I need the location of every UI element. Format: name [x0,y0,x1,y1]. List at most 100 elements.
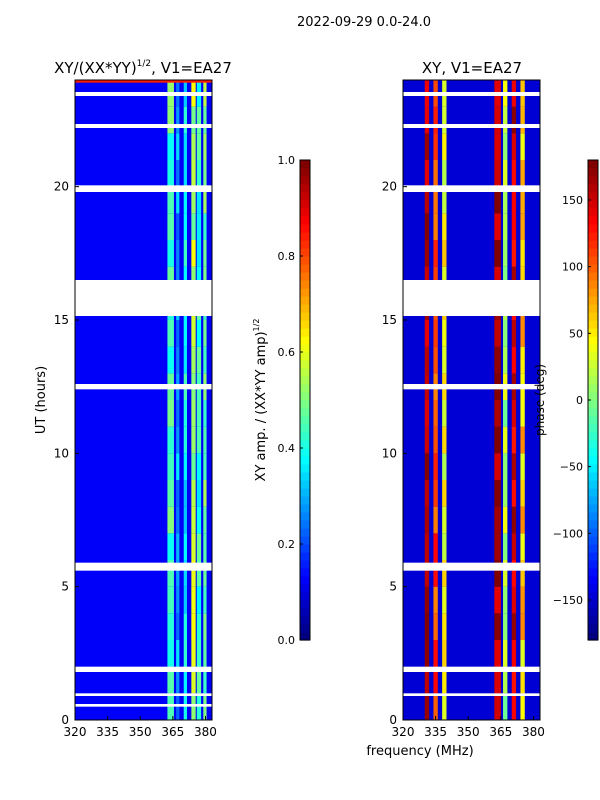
freq-band-cell [442,213,447,240]
freq-band-cell [520,186,525,214]
colorbar-tick-label: 0 [576,394,583,407]
freq-band-cell [183,240,187,267]
colorbar-step [588,432,598,441]
freq-band-cell [183,560,187,587]
freq-band-cell [167,213,174,240]
colorbar-step [588,464,598,473]
freq-band-cell [183,613,187,640]
colorbar-step [300,568,310,577]
freq-band-cell [424,133,430,160]
freq-band-cell [433,346,438,374]
freq-band-cell [433,533,438,560]
freq-band-cell [167,560,174,587]
freq-band-cell [433,693,438,720]
phase-panel-title: XY, V1=EA27 [422,59,522,77]
freq-band-cell [520,213,525,240]
freq-band-cell [520,560,525,587]
freq-band-cell [520,693,525,720]
x-tick-label: 365 [489,725,512,739]
freq-band-cell [191,613,196,640]
colorbar-step [300,584,310,593]
freq-band-cell [183,186,187,214]
freq-band-cell [442,133,447,160]
colorbar-step [588,536,598,545]
freq-band-cell [442,106,447,134]
freq-band-cell [503,560,508,587]
freq-band-cell [183,213,187,240]
freq-band-cell [167,586,174,614]
colorbar-step [300,536,310,545]
freq-band-cell [183,453,187,480]
colorbar-step [300,392,310,401]
freq-band-cell [511,400,517,427]
freq-band-cell [183,533,187,560]
freq-band-cell [176,613,180,640]
freq-band-cell [176,213,180,240]
freq-band-cell [191,533,196,560]
colorbar-step [300,360,310,369]
x-tick-label: 320 [64,725,87,739]
freq-band-cell [191,186,196,214]
freq-band-cell [183,346,187,374]
flagged-gap [75,185,212,192]
freq-band-cell [176,400,180,427]
freq-band-cell [196,213,202,240]
freq-band-cell [494,106,501,134]
freq-band-cell [196,346,202,374]
colorbar-tick-label: 50 [569,327,583,340]
colorbar-step [588,272,598,281]
freq-band-cell [183,480,187,507]
colorbar-step [588,616,598,625]
freq-band-cell [433,160,438,187]
freq-band-cell [520,480,525,507]
flagged-gap [403,384,540,390]
colorbar-tick-label: 1.0 [278,154,296,167]
freq-band-cell [424,240,430,267]
freq-band-cell [511,240,517,267]
freq-band-cell [203,346,207,374]
colorbar-step [300,192,310,201]
figure-suptitle: 2022-09-29 0.0-24.0 [297,15,431,30]
freq-band-cell [520,666,525,694]
freq-band-cell [503,346,508,374]
freq-band-cell [183,506,187,534]
freq-band-cell [494,426,501,454]
freq-band-cell [167,640,174,667]
colorbar-step [300,288,310,297]
colorbar-step [588,232,598,241]
freq-band-cell [191,480,196,507]
freq-band-cell [503,533,508,560]
colorbar-step [588,576,598,585]
freq-band-cell [511,586,517,614]
freq-band-cell [196,160,202,187]
colorbar-step [300,280,310,289]
colorbar-step [300,376,310,385]
freq-band-cell [520,533,525,560]
freq-band-cell [442,453,447,480]
colorbar-step [300,200,310,209]
freq-band-cell [191,106,196,134]
freq-band-cell [442,320,447,347]
freq-band-cell [442,346,447,374]
colorbar-step [300,448,310,457]
freq-band-cell [511,560,517,587]
freq-band-cell [203,533,207,560]
x-tick-label: 320 [392,725,415,739]
freq-band-cell [424,346,430,374]
x-tick-label: 380 [522,725,545,739]
colorbar-step [588,192,598,201]
flagged-gap [403,124,540,128]
freq-band-cell [494,186,501,214]
freq-band-cell [503,133,508,160]
colorbar-step [588,552,598,561]
freq-band-cell [494,666,501,694]
colorbar-step [300,624,310,633]
freq-band-cell [503,213,508,240]
colorbar-step [588,184,598,193]
freq-band-cell [176,480,180,507]
freq-band-cell [203,666,207,694]
freq-band-cell [503,586,508,614]
freq-band-cell [424,533,430,560]
colorbar-tick-label: −100 [553,527,583,540]
amplitude-colorbar-ticks: 0.0 0.2 0.4 0.6 0.8 1.0 [278,154,303,647]
